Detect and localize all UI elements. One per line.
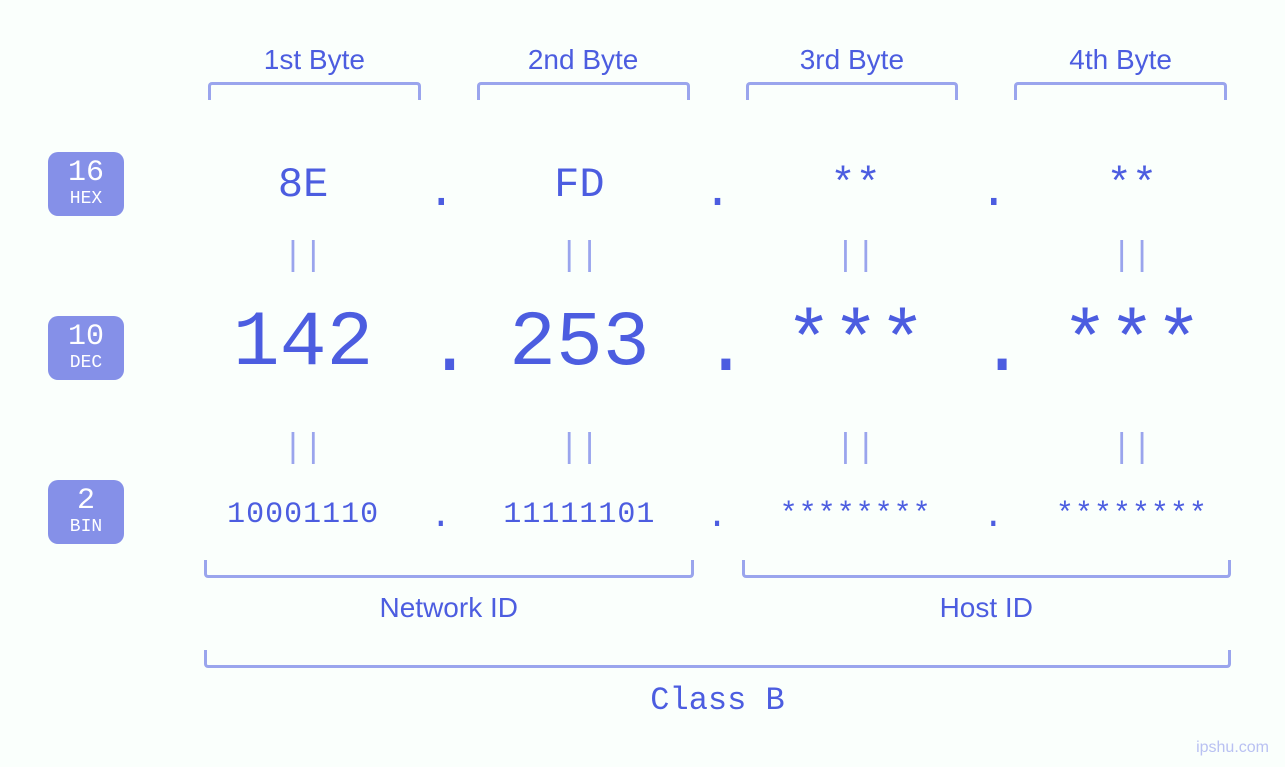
bin-byte-4: ********: [1009, 498, 1255, 532]
dot-separator: .: [703, 306, 733, 394]
badge-dec-base: 10: [48, 322, 124, 352]
badge-hex-base: 16: [48, 158, 124, 188]
equals-icon: ||: [733, 430, 979, 468]
bin-byte-3: ********: [733, 498, 979, 532]
badge-bin: 2 BIN: [48, 480, 124, 544]
dot-separator: .: [703, 496, 733, 537]
bracket-down-icon: [746, 82, 959, 100]
row-bin: 10001110 . 11111101 . ******** . *******…: [180, 494, 1255, 535]
dec-byte-4: ***: [1009, 300, 1255, 388]
bracket-up-icon: [204, 560, 694, 578]
bracket-up-icon: [742, 560, 1232, 578]
badge-hex-label: HEX: [48, 190, 124, 208]
host-id-label: Host ID: [718, 592, 1256, 624]
bracket-down-icon: [208, 82, 421, 100]
byte-header-3-label: 3rd Byte: [718, 44, 987, 76]
badge-hex: 16 HEX: [48, 152, 124, 216]
badge-dec: 10 DEC: [48, 316, 124, 380]
row-equals-2: || . || . || . ||: [180, 430, 1255, 468]
badge-dec-label: DEC: [48, 354, 124, 372]
row-equals-1: || . || . || . ||: [180, 238, 1255, 276]
dot-separator: .: [703, 166, 733, 220]
equals-icon: ||: [733, 238, 979, 276]
badge-bin-label: BIN: [48, 518, 124, 536]
dot-separator: .: [979, 306, 1009, 394]
network-id-label: Network ID: [180, 592, 718, 624]
bracket-up-icon: [204, 650, 1231, 668]
dot-separator: .: [426, 306, 456, 394]
byte-header-1: 1st Byte: [180, 44, 449, 100]
equals-icon: ||: [456, 238, 702, 276]
equals-icon: ||: [180, 238, 426, 276]
hex-byte-4: **: [1009, 161, 1255, 209]
dec-byte-2: 253: [456, 300, 702, 388]
byte-header-2: 2nd Byte: [449, 44, 718, 100]
dec-byte-3: ***: [733, 300, 979, 388]
host-id-group: Host ID: [718, 560, 1256, 624]
row-dec: 142 . 253 . *** . ***: [180, 300, 1255, 388]
equals-icon: ||: [1009, 238, 1255, 276]
equals-icon: ||: [1009, 430, 1255, 468]
class-group: Class B: [180, 650, 1255, 719]
hex-byte-3: **: [733, 161, 979, 209]
byte-header-1-label: 1st Byte: [180, 44, 449, 76]
equals-icon: ||: [456, 430, 702, 468]
byte-header-3: 3rd Byte: [718, 44, 987, 100]
dot-separator: .: [979, 166, 1009, 220]
class-label: Class B: [180, 682, 1255, 719]
bin-byte-2: 11111101: [456, 498, 702, 532]
hex-byte-1: 8E: [180, 161, 426, 209]
network-id-group: Network ID: [180, 560, 718, 624]
equals-icon: ||: [180, 430, 426, 468]
hex-byte-2: FD: [456, 161, 702, 209]
byte-header-4-label: 4th Byte: [986, 44, 1255, 76]
dot-separator: .: [426, 496, 456, 537]
dec-byte-1: 142: [180, 300, 426, 388]
byte-header-4: 4th Byte: [986, 44, 1255, 100]
bin-byte-1: 10001110: [180, 498, 426, 532]
byte-header-2-label: 2nd Byte: [449, 44, 718, 76]
dot-separator: .: [426, 166, 456, 220]
watermark: ipshu.com: [1196, 739, 1269, 757]
row-hex: 8E . FD . ** . **: [180, 158, 1255, 212]
bottom-brackets: Network ID Host ID: [180, 560, 1255, 624]
badge-bin-base: 2: [48, 486, 124, 516]
bracket-down-icon: [1014, 82, 1227, 100]
bracket-down-icon: [477, 82, 690, 100]
dot-separator: .: [979, 496, 1009, 537]
byte-headers: 1st Byte 2nd Byte 3rd Byte 4th Byte: [180, 44, 1255, 100]
